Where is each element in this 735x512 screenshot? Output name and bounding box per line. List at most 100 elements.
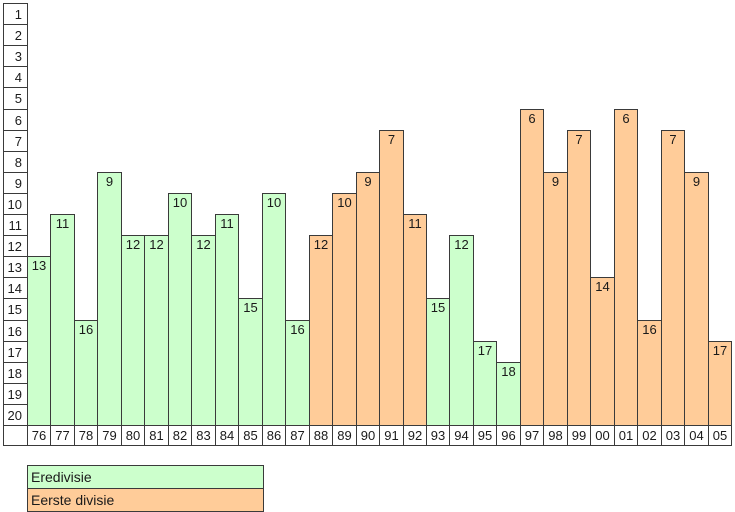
x-axis-tick-76: 76 <box>27 425 51 446</box>
bar-03: 7 <box>661 130 685 426</box>
bar-97: 6 <box>520 109 544 426</box>
x-axis-tick-90: 90 <box>356 425 380 446</box>
bar-88: 12 <box>309 235 333 426</box>
x-axis-tick-89: 89 <box>332 425 357 446</box>
bar-value-label-79: 9 <box>105 174 114 189</box>
bar-78: 16 <box>74 320 98 426</box>
x-axis-corner-cell <box>3 425 28 446</box>
y-axis-tick-20: 20 <box>3 404 28 426</box>
bar-value-label-97: 6 <box>528 111 536 126</box>
y-axis-tick-18: 18 <box>3 362 28 384</box>
x-axis-tick-78: 78 <box>74 425 98 446</box>
y-axis-tick-19: 19 <box>3 383 28 405</box>
bar-value-label-90: 9 <box>364 174 372 189</box>
bar-02: 16 <box>637 320 662 426</box>
x-axis-tick-92: 92 <box>403 425 427 446</box>
x-axis-tick-88: 88 <box>309 425 333 446</box>
bar-value-label-92: 11 <box>408 216 422 231</box>
x-axis-tick-05: 05 <box>708 425 732 446</box>
bar-82: 10 <box>168 193 192 426</box>
bar-83: 12 <box>191 235 216 426</box>
bar-value-label-86: 10 <box>266 195 282 210</box>
bar-90: 9 <box>356 172 380 426</box>
legend-label: Eredivisie <box>31 469 92 485</box>
bar-value-label-93: 15 <box>430 300 446 315</box>
bar-85: 15 <box>238 298 263 426</box>
y-axis-tick-15: 15 <box>3 298 28 321</box>
bar-92: 11 <box>403 214 427 426</box>
bar-value-label-82: 10 <box>172 195 188 210</box>
x-axis-tick-04: 04 <box>684 425 709 446</box>
bar-value-label-02: 16 <box>642 322 657 337</box>
bar-value-label-04: 9 <box>692 174 701 189</box>
y-axis-tick-7: 7 <box>3 130 28 152</box>
legend-item-eerste-divisie: Eerste divisie <box>27 488 264 512</box>
y-axis-tick-13: 13 <box>3 256 28 278</box>
bar-value-label-76: 13 <box>31 258 47 273</box>
x-axis-tick-97: 97 <box>520 425 544 446</box>
bar-value-label-89: 10 <box>337 195 352 210</box>
bar-value-label-96: 18 <box>501 364 516 379</box>
bar-98: 9 <box>543 172 568 426</box>
bar-81: 12 <box>144 235 169 426</box>
bar-89: 10 <box>332 193 357 426</box>
bar-91: 7 <box>379 130 404 426</box>
bar-value-label-94: 12 <box>454 237 469 252</box>
bar-77: 11 <box>50 214 75 426</box>
x-axis-tick-00: 00 <box>590 425 615 446</box>
bar-80: 12 <box>121 235 145 426</box>
bar-value-label-01: 6 <box>622 111 630 126</box>
x-axis-tick-01: 01 <box>614 425 638 446</box>
x-axis-tick-91: 91 <box>379 425 404 446</box>
y-axis-tick-11: 11 <box>3 214 28 236</box>
x-axis-tick-82: 82 <box>168 425 192 446</box>
x-axis-tick-87: 87 <box>285 425 310 446</box>
bar-94: 12 <box>449 235 474 426</box>
bar-95: 17 <box>473 341 497 426</box>
bar-value-label-78: 16 <box>78 322 94 337</box>
x-axis-tick-02: 02 <box>637 425 662 446</box>
bar-value-label-84: 11 <box>220 216 234 231</box>
y-axis-tick-17: 17 <box>3 341 28 363</box>
x-axis-tick-03: 03 <box>661 425 685 446</box>
x-axis-tick-85: 85 <box>238 425 263 446</box>
bar-value-label-95: 17 <box>477 343 493 358</box>
x-axis-tick-79: 79 <box>97 425 122 446</box>
bar-87: 16 <box>285 320 310 426</box>
y-axis-tick-14: 14 <box>3 277 28 299</box>
y-axis-tick-16: 16 <box>3 320 28 342</box>
x-axis-tick-93: 93 <box>426 425 450 446</box>
y-axis-tick-3: 3 <box>3 45 28 67</box>
bar-79: 9 <box>97 172 122 426</box>
bar-value-label-87: 16 <box>290 322 305 337</box>
y-axis-tick-4: 4 <box>3 66 28 88</box>
x-axis-tick-96: 96 <box>496 425 521 446</box>
bar-value-label-85: 15 <box>243 300 258 315</box>
x-axis-tick-77: 77 <box>50 425 75 446</box>
bar-96: 18 <box>496 362 521 426</box>
bar-05: 17 <box>708 341 732 426</box>
bar-76: 13 <box>27 256 51 426</box>
y-axis-tick-12: 12 <box>3 235 28 257</box>
x-axis-tick-94: 94 <box>449 425 474 446</box>
x-axis-tick-81: 81 <box>144 425 169 446</box>
bar-value-label-88: 12 <box>313 237 329 252</box>
bar-value-label-99: 7 <box>575 132 583 147</box>
y-axis-tick-1: 1 <box>3 3 28 25</box>
x-axis-tick-80: 80 <box>121 425 145 446</box>
y-axis-tick-9: 9 <box>3 172 28 194</box>
y-axis-tick-6: 6 <box>3 109 28 131</box>
bar-86: 10 <box>262 193 286 426</box>
bar-99: 7 <box>567 130 591 426</box>
bar-value-label-00: 14 <box>595 279 610 294</box>
bar-93: 15 <box>426 298 450 426</box>
legend-label: Eerste divisie <box>31 492 115 508</box>
y-axis-tick-8: 8 <box>3 151 28 173</box>
bar-04: 9 <box>684 172 709 426</box>
bar-84: 11 <box>215 214 239 426</box>
bar-00: 14 <box>590 277 615 426</box>
bar-value-label-80: 12 <box>125 237 141 252</box>
x-axis-tick-98: 98 <box>543 425 568 446</box>
x-axis-tick-99: 99 <box>567 425 591 446</box>
